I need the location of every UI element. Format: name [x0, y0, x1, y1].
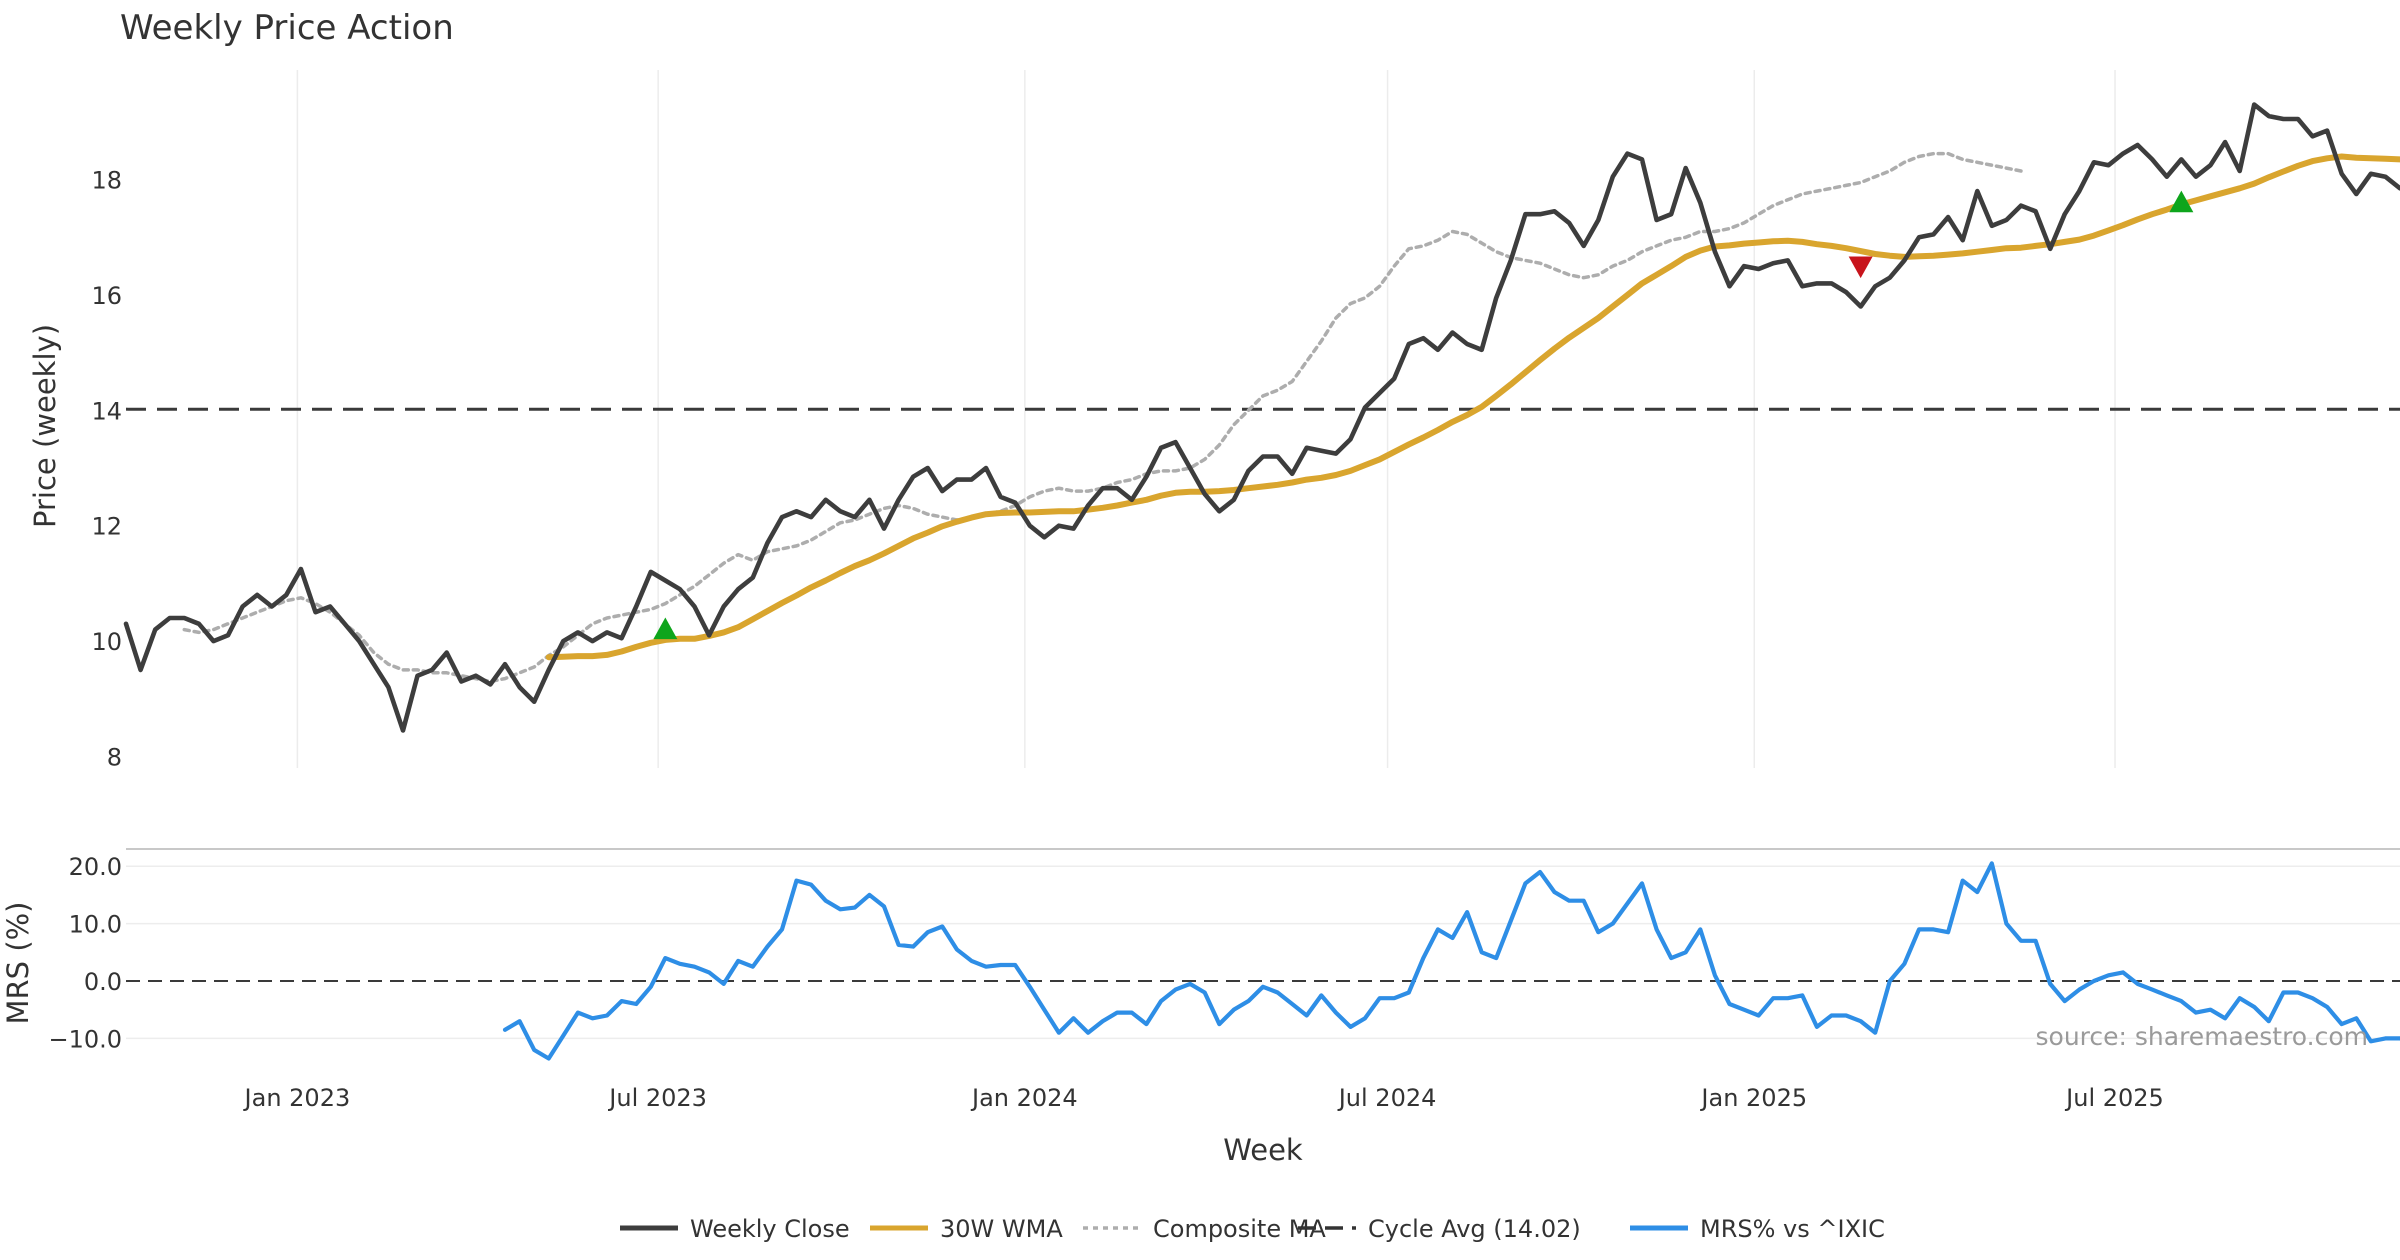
legend-item: Composite MA [1083, 1215, 1326, 1243]
x-tick-label: Jul 2023 [607, 1084, 707, 1112]
legend-item: 30W WMA [870, 1215, 1063, 1243]
mrs-grid [126, 865, 2400, 1040]
legend-item: MRS% vs ^IXIC [1630, 1215, 1885, 1243]
price-ytick-label: 18 [91, 167, 122, 195]
sell-signal-marker [1848, 256, 1873, 279]
price-axis-label: Price (weekly) [28, 324, 62, 528]
legend: Weekly Close 30W WMA Composite MA Cycle Avg… [620, 1215, 1885, 1243]
x-tick-label: Jul 2024 [1337, 1084, 1437, 1112]
legend-label: Weekly Close [690, 1215, 850, 1243]
legend-label: Composite MA [1153, 1215, 1326, 1243]
x-tick-label: Jan 2024 [970, 1084, 1078, 1112]
legend-item: Cycle Avg (14.02) [1298, 1215, 1581, 1243]
mrs-y-ticks: −10.0 0.0 10.0 20.0 [48, 853, 122, 1053]
price-series-30w-wma [545, 153, 2400, 661]
price-ytick-label: 16 [91, 282, 122, 310]
mrs-ytick-label: 0.0 [84, 968, 122, 996]
price-ytick-label: 10 [91, 628, 122, 656]
x-tick-label: Jan 2025 [1699, 1084, 1807, 1112]
series-line [123, 102, 2400, 733]
series-line [545, 153, 2400, 661]
mrs-ytick-label: 10.0 [69, 911, 122, 939]
price-y-ticks: 8 10 12 14 16 18 [91, 167, 122, 772]
x-tick-label: Jul 2025 [2064, 1084, 2164, 1112]
price-series-composite-ma [182, 151, 2023, 684]
price-grid [296, 70, 2116, 768]
mrs-ytick-label: −10.0 [48, 1025, 122, 1053]
source-credit: source: sharemaestro.com [2036, 1022, 2369, 1051]
price-ytick-label: 8 [107, 743, 122, 771]
mrs-series-mrs-vs-ixic [502, 861, 2400, 1061]
legend-item: Weekly Close [620, 1215, 850, 1243]
buy-signal-marker [2169, 190, 2194, 213]
buy-signal-marker [653, 617, 678, 640]
x-tick-labels: Jan 2023 Jul 2023 Jan 2024 Jul 2024 Jan 2025… [243, 1084, 2164, 1112]
x-tick-label: Jan 2023 [243, 1084, 351, 1112]
mrs-ytick-label: 20.0 [69, 853, 122, 881]
legend-label: MRS% vs ^IXIC [1700, 1215, 1885, 1243]
x-axis-label: Week [1223, 1133, 1303, 1167]
chart-title: Weekly Price Action [120, 8, 454, 48]
series-line [182, 151, 2023, 684]
price-ytick-label: 12 [91, 513, 122, 541]
price-ytick-label: 14 [91, 397, 122, 425]
mrs-axis-label: MRS (%) [1, 902, 35, 1025]
legend-label: 30W WMA [940, 1215, 1063, 1243]
series-line [502, 861, 2400, 1061]
price-series-weekly-close [123, 102, 2400, 733]
legend-label: Cycle Avg (14.02) [1368, 1215, 1581, 1243]
